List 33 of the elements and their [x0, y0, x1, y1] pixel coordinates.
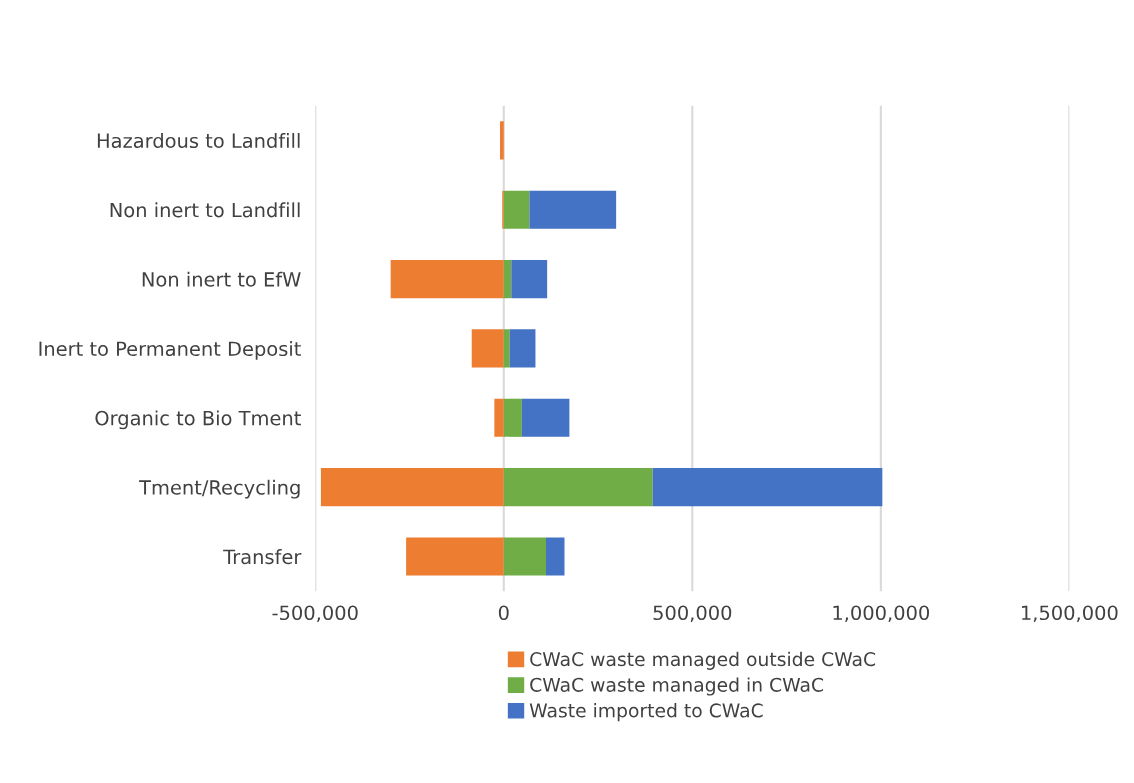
bar [406, 537, 504, 576]
y-tick-label: Transfer [223, 549, 302, 565]
bar [546, 537, 565, 576]
bar [503, 468, 653, 507]
y-tick-label: Inert to Permanent Deposit [39, 341, 301, 360]
bar [503, 190, 530, 229]
bar [521, 398, 570, 437]
bar [390, 260, 504, 299]
y-tick-label: Non inert to EfW [142, 271, 301, 287]
bar [494, 398, 504, 437]
x-tick-label: 500,000 [653, 605, 732, 623]
y-tick-label: Tment/Recycling [139, 479, 300, 499]
x-tick-label: 1,000,000 [833, 605, 930, 623]
bar [509, 329, 536, 368]
x-tick-label: 1,500,000 [1022, 605, 1118, 623]
legend-label: CWaC waste managed in CWaC [530, 677, 824, 696]
bar [652, 468, 883, 507]
bar [500, 121, 504, 160]
bar [503, 260, 512, 299]
bar [503, 329, 510, 368]
bar [320, 468, 504, 507]
bar [503, 537, 547, 576]
legend-label: CWaC waste managed outside CWaC [530, 651, 876, 670]
y-tick-label: Organic to Bio Tment [95, 410, 301, 430]
x-tick-label: -500,000 [272, 605, 358, 623]
bar [503, 398, 522, 437]
x-tick-label: 0 [498, 605, 509, 621]
y-tick-label: Non inert to Landfill [110, 202, 300, 218]
bar [511, 260, 548, 299]
bar [529, 190, 617, 229]
y-tick-label: Hazardous to Landfill [97, 132, 300, 149]
bar [471, 329, 504, 368]
legend-label: Waste imported to CWaC [529, 703, 763, 722]
